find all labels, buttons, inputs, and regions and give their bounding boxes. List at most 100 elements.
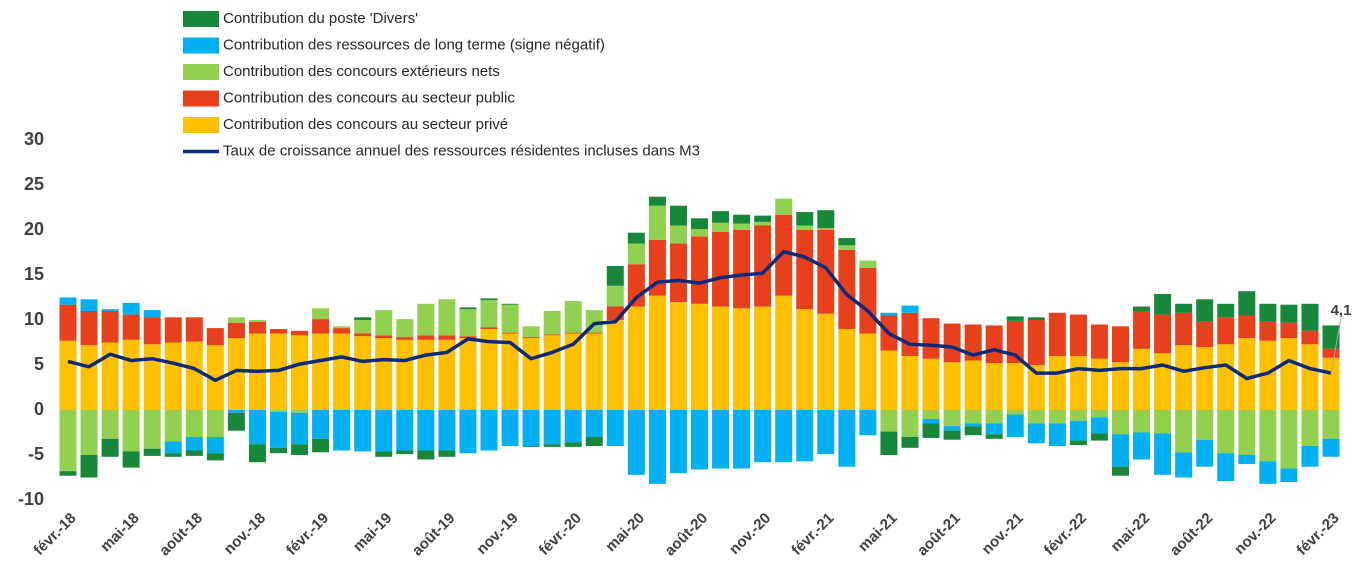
bar bbox=[459, 309, 477, 337]
bar bbox=[480, 329, 498, 410]
bar bbox=[1112, 434, 1129, 467]
bar bbox=[291, 335, 309, 410]
bar bbox=[1217, 453, 1235, 482]
bar bbox=[796, 212, 814, 226]
bar bbox=[480, 298, 498, 301]
bar bbox=[522, 410, 540, 446]
bar bbox=[1196, 299, 1214, 322]
bar bbox=[1196, 410, 1214, 440]
x-tick-label: août-20 bbox=[661, 510, 711, 560]
bar bbox=[164, 441, 182, 454]
bar bbox=[438, 450, 456, 457]
bar bbox=[669, 243, 687, 302]
bar bbox=[164, 342, 182, 410]
bar bbox=[1301, 344, 1319, 410]
line bbox=[67, 249, 1332, 383]
bar bbox=[754, 225, 772, 307]
bar bbox=[817, 210, 835, 229]
bar bbox=[817, 228, 835, 230]
bar bbox=[80, 345, 98, 410]
bar bbox=[985, 325, 1003, 364]
bar bbox=[1322, 325, 1340, 349]
bar bbox=[1090, 417, 1108, 434]
bar bbox=[375, 310, 393, 336]
bar bbox=[901, 305, 919, 313]
bar bbox=[417, 339, 435, 410]
bar bbox=[1259, 410, 1277, 462]
legend-swatch bbox=[183, 11, 219, 27]
bar bbox=[564, 410, 582, 443]
bar bbox=[1069, 314, 1087, 356]
bar bbox=[248, 444, 266, 463]
bar bbox=[691, 410, 708, 470]
bar bbox=[1027, 320, 1045, 365]
bar bbox=[585, 332, 603, 334]
bar bbox=[669, 205, 687, 226]
bar bbox=[880, 350, 898, 410]
bar bbox=[375, 335, 393, 338]
bar bbox=[101, 342, 119, 410]
bar bbox=[1217, 317, 1235, 345]
bar bbox=[59, 410, 77, 472]
bar bbox=[1006, 363, 1024, 410]
bar bbox=[585, 437, 603, 446]
bar bbox=[480, 410, 498, 451]
bar bbox=[564, 332, 582, 334]
bar bbox=[1301, 330, 1319, 345]
legend-swatch bbox=[183, 64, 219, 80]
legend-label: Taux de croissance annuel des ressources… bbox=[223, 142, 700, 159]
legend-swatch bbox=[183, 90, 219, 107]
bar bbox=[1090, 358, 1108, 410]
bar bbox=[101, 410, 119, 439]
bar bbox=[1154, 410, 1172, 434]
bar bbox=[1322, 348, 1340, 358]
bar bbox=[585, 410, 603, 437]
bar bbox=[143, 344, 161, 410]
bar bbox=[164, 317, 182, 343]
bar bbox=[733, 223, 751, 230]
x-tick-label: févr.-20 bbox=[536, 510, 585, 559]
bar bbox=[522, 326, 540, 338]
bar bbox=[880, 312, 898, 316]
bar bbox=[901, 312, 919, 356]
x-tick-label: mai-21 bbox=[855, 510, 901, 556]
x-tick-label: mai-22 bbox=[1108, 510, 1154, 556]
bar bbox=[185, 410, 203, 437]
bar bbox=[627, 410, 645, 475]
bar bbox=[1280, 410, 1298, 469]
bar bbox=[922, 410, 940, 419]
legend-label: Contribution des ressources de long term… bbox=[223, 36, 605, 53]
bar bbox=[1301, 410, 1319, 446]
bar bbox=[859, 410, 877, 436]
bar bbox=[164, 410, 182, 442]
bar bbox=[1048, 356, 1066, 410]
bar bbox=[1217, 344, 1235, 410]
y-tick-label: 20 bbox=[24, 219, 44, 239]
bar bbox=[817, 313, 835, 410]
bar bbox=[438, 410, 456, 451]
bar bbox=[648, 196, 666, 206]
bar bbox=[775, 295, 793, 410]
bar bbox=[143, 310, 161, 318]
bar bbox=[1006, 316, 1024, 321]
bar bbox=[543, 311, 561, 335]
bar bbox=[80, 455, 98, 478]
bar bbox=[817, 410, 835, 455]
bar bbox=[312, 438, 330, 453]
bar bbox=[838, 329, 856, 410]
bar bbox=[333, 326, 351, 329]
bar bbox=[396, 450, 414, 455]
bar bbox=[459, 338, 477, 410]
bar bbox=[1154, 353, 1172, 410]
x-tick-label: nov.-19 bbox=[473, 510, 521, 558]
bar bbox=[691, 303, 708, 410]
legend-label: Contribution des concours extérieurs net… bbox=[223, 63, 500, 80]
y-tick-label: -5 bbox=[28, 444, 44, 464]
bar bbox=[291, 330, 309, 336]
bar bbox=[796, 309, 814, 410]
bar bbox=[922, 358, 940, 410]
bar bbox=[691, 218, 708, 230]
bar bbox=[585, 333, 603, 410]
bar bbox=[1196, 347, 1214, 410]
bar bbox=[1133, 410, 1151, 433]
